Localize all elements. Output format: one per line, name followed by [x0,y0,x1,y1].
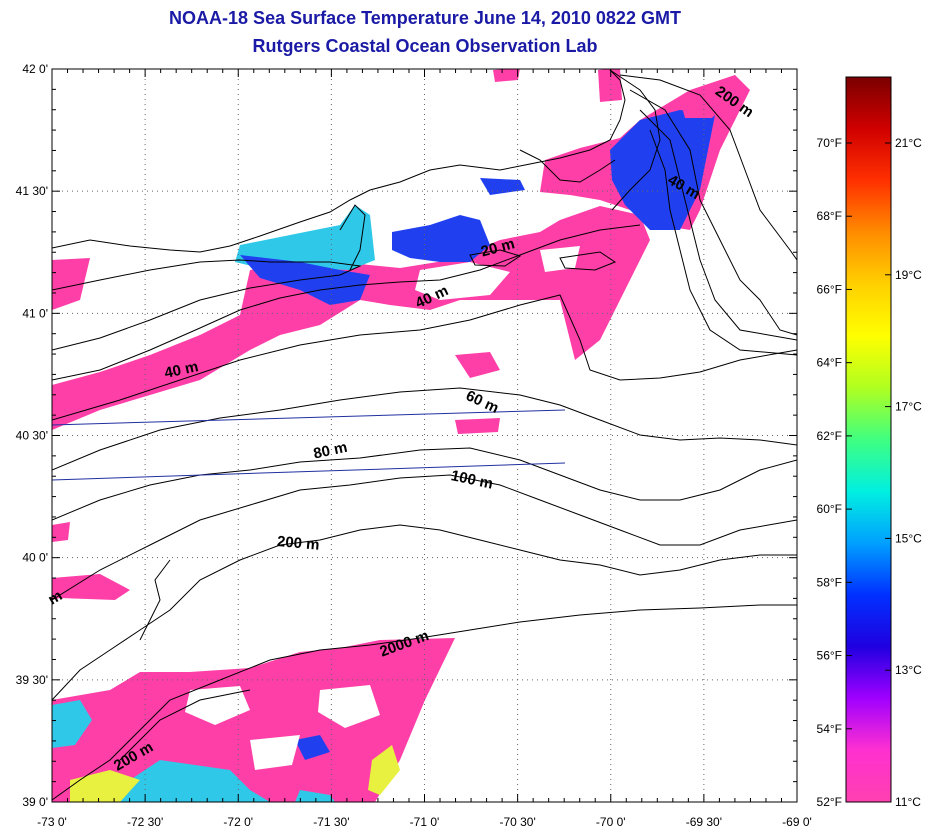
lon-tick-label: -72 30' [127,815,163,829]
contour-label: 40 m [163,358,200,382]
sst-patch [52,522,70,542]
bathymetry-contours [52,69,797,801]
celsius-label: 11°C [895,795,921,809]
contour-line [629,89,797,336]
coastline-cape-cod [609,69,661,211]
fahrenheit-label: 64°F [817,356,842,370]
sst-patch [235,205,375,270]
sst-gap [415,262,510,300]
coastline [519,149,616,183]
fahrenheit-label: 70°F [817,136,842,150]
celsius-labels: 21°C 19°C 17°C 15°C 13°C 11°C [885,136,922,809]
lon-tick-label: -71 30' [313,815,349,829]
lat-tick-label: 41 30' [16,184,48,198]
contour-line [139,559,171,641]
sst-data-layer [52,69,750,802]
lon-tick-label: -70 0' [596,815,626,829]
lat-tick-label: 39 30' [16,673,48,687]
celsius-label: 13°C [895,663,922,677]
lon-tick-label: -71 0' [410,815,440,829]
sst-patch [120,760,270,802]
fahrenheit-label: 56°F [817,649,842,663]
track-line [52,462,566,481]
fahrenheit-label: 68°F [817,209,842,223]
sst-patch [368,745,400,795]
contour-line [639,109,797,341]
fahrenheit-label: 52°F [817,795,842,809]
colorbar-scale [846,77,891,802]
longitude-labels: -73 0' -72 30' -72 0' -71 30' -71 0' -70 30' -… [37,815,812,829]
coastline-island [559,251,617,271]
lat-tick-label: 40 30' [16,429,48,443]
sst-patch [455,418,500,434]
sst-gap [250,735,300,770]
temperature-colorbar: 70°F 68°F 66°F 64°F 62°F 60°F 58°F 56°F 54°F 52°F… [817,76,922,809]
celsius-label: 15°C [895,531,922,545]
fahrenheit-label: 62°F [817,429,842,443]
lon-tick-label: -70 30' [499,815,535,829]
contour-line [52,224,641,381]
contour-label: 100 m [449,467,494,492]
track-line [52,409,566,426]
coastline-long-island [52,259,362,351]
coastline [339,204,366,271]
fahrenheit-label: 54°F [817,722,842,736]
lon-tick-label: -73 0' [37,815,67,829]
celsius-label: 17°C [895,400,922,414]
map-title: NOAA-18 Sea Surface Temperature June 14,… [169,8,681,28]
graticule [52,69,797,802]
lat-tick-label: 41 0' [22,306,48,320]
sst-patch [480,178,525,195]
sst-gap [318,685,380,728]
fahrenheit-labels: 70°F 68°F 66°F 64°F 62°F 60°F 58°F 56°F 54°F 52°F [817,136,852,809]
contour-line [619,74,797,261]
contour-line [52,524,797,701]
sst-patch [52,258,90,310]
coastline [52,69,626,253]
colorbar-frame [845,76,892,803]
sst-patch [240,255,370,305]
latitude-labels: 42 0' 41 30' 41 0' 40 30' 40 0' 39 30' 39 0' [16,62,48,809]
fahrenheit-label: 58°F [817,575,842,589]
contour-line [52,604,797,801]
lon-tick-label: -69 0' [782,815,812,829]
sst-patch [52,574,130,600]
sst-patch [295,735,330,760]
sst-patch [455,352,500,378]
celsius-label: 19°C [895,268,922,282]
contour-label: 200 m [276,533,320,554]
lon-tick-label: -69 30' [686,815,722,829]
lat-tick-label: 39 0' [22,795,48,809]
lat-tick-label: 42 0' [22,62,48,76]
sst-patch [52,700,92,748]
sst-patch [70,770,140,802]
fahrenheit-label: 66°F [817,282,842,296]
sst-patch [392,215,490,262]
sst-patch [598,69,622,102]
lat-tick-label: 40 0' [22,551,48,565]
sst-gap [185,686,250,725]
fahrenheit-label: 60°F [817,502,842,516]
lon-tick-label: -72 0' [223,815,253,829]
sst-patch [295,790,335,802]
sst-patch [610,110,715,230]
contour-line [52,474,797,601]
frame-ticks [51,68,798,803]
contour-line [649,129,797,356]
ground-tracks [52,409,566,481]
sst-patch [493,69,520,82]
contour-line [119,689,251,761]
map-subtitle: Rutgers Coastal Ocean Observation Lab [252,36,598,56]
contour-line [52,387,797,471]
contour-label: 80 m [312,439,349,463]
contour-line [52,294,797,421]
contour-line [52,447,797,521]
celsius-label: 21°C [895,136,922,150]
coastline-island [469,249,522,267]
sst-patch [52,638,455,802]
